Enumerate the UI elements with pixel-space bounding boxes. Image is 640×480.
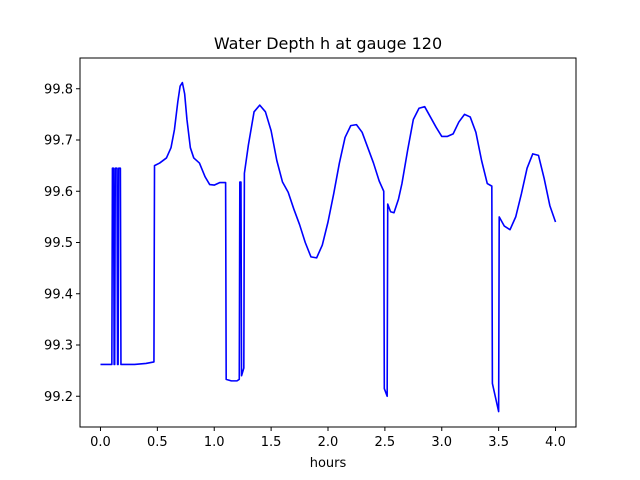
y-tick-label: 99.3 (44, 339, 73, 354)
y-tick-label: 99.8 (44, 82, 73, 97)
x-tick-label: 4.0 (545, 435, 566, 450)
x-tick-label: 0.5 (147, 435, 168, 450)
y-tick-label: 99.5 (44, 236, 73, 251)
x-tick-label: 2.0 (318, 435, 339, 450)
series-line-0 (100, 81, 557, 413)
x-tick-label: 3.0 (431, 435, 452, 450)
y-tick-label: 99.7 (44, 134, 73, 149)
x-tick-label: 1.5 (261, 435, 282, 450)
plot-area (100, 81, 557, 413)
x-tick-label: 0.0 (90, 435, 111, 450)
x-tick-label: 1.0 (204, 435, 225, 450)
y-axis: 99.2 99.3 99.4 99.5 99.6 99.7 99.8 (44, 82, 80, 405)
x-axis: 0.0 0.5 1.0 1.5 2.0 2.5 3.0 3.5 4.0 (90, 427, 566, 450)
y-tick-label: 99.2 (44, 390, 73, 405)
x-tick-label: 2.5 (375, 435, 396, 450)
chart-title: Water Depth h at gauge 120 (214, 34, 442, 53)
x-axis-label: hours (310, 456, 347, 471)
x-tick-label: 3.5 (488, 435, 509, 450)
y-tick-label: 99.6 (44, 185, 73, 200)
y-tick-label: 99.4 (44, 287, 73, 302)
